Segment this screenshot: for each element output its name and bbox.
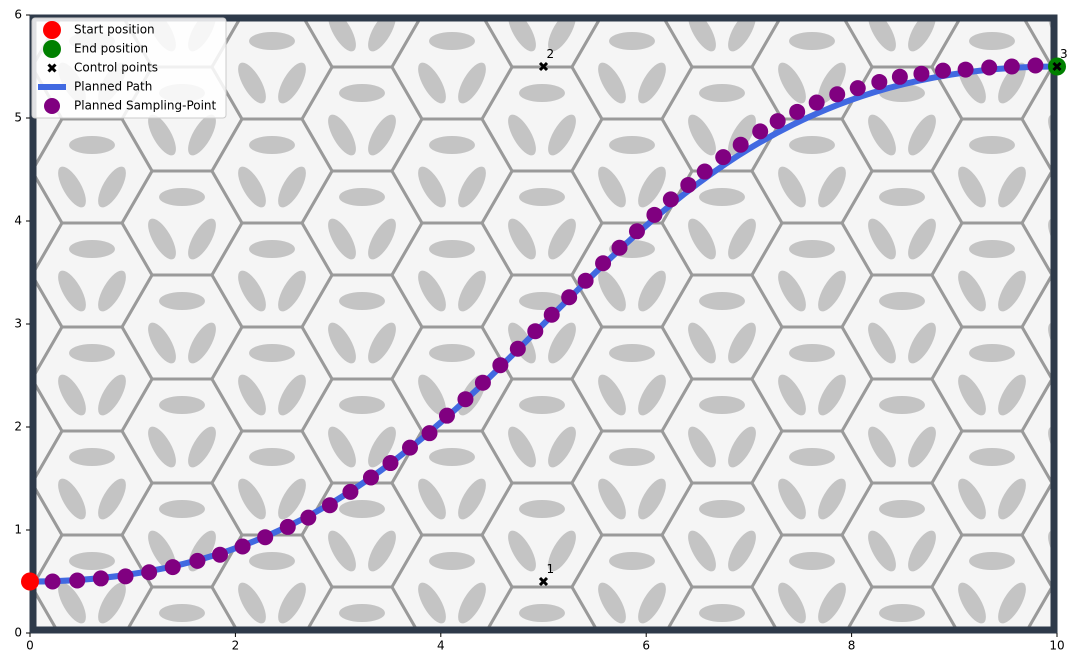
y-tick-label: 1 [14,523,22,537]
sampling-point [892,69,908,85]
sampling-point [118,568,134,584]
sampling-point [212,547,228,563]
sampling-point [829,86,845,102]
y-tick-label: 5 [14,111,22,125]
sampling-point [93,570,109,586]
sampling-point [527,323,543,339]
sampling-point [981,60,997,76]
sampling-point [578,273,594,289]
sampling-point [382,455,398,471]
sampling-point [475,375,491,391]
sampling-point [646,207,662,223]
sampling-point [422,425,438,441]
x-tick-label: 2 [232,639,240,653]
chart: 0 2 4 6 8 10 0 1 2 3 4 5 6 1 2 3 Start position End posit… [0,0,1075,654]
x-tick-label: 10 [1049,639,1064,653]
sampling-point [280,519,296,535]
control-point-label: 1 [547,562,555,576]
legend-label: Planned Sampling-Point [74,99,217,113]
y-tick-label: 6 [14,8,22,22]
sampling-point [958,62,974,78]
sampling-point [809,95,825,111]
sampling-point [697,164,713,180]
x-tick-label: 8 [848,639,856,653]
sampling-point [457,391,473,407]
sampling-point [1004,59,1020,75]
y-tick-label: 4 [14,214,22,228]
sampling-point [752,123,768,139]
sampling-point [770,113,786,129]
legend-label: End position [74,42,148,56]
sampling-point [611,240,627,256]
y-tick-label: 2 [14,420,22,434]
sampling-point [715,149,731,165]
sampling-point [913,66,929,82]
sampling-point [733,137,749,153]
legend-marker [44,98,60,114]
sampling-point [363,469,379,485]
sampling-point [595,255,611,271]
legend-label: Planned Path [74,80,152,94]
sampling-point [871,74,887,90]
sampling-point [789,104,805,120]
legend-label: Control points [74,61,158,75]
start-marker [21,573,39,591]
legend-marker [43,21,61,39]
sampling-point [439,408,455,424]
sampling-point [235,538,251,554]
sampling-point [492,357,508,373]
sampling-point [141,564,157,580]
y-tick-label: 3 [14,317,22,331]
sampling-point [189,553,205,569]
x-tick-label: 0 [26,639,34,653]
sampling-point [935,63,951,79]
sampling-point [629,223,645,239]
legend-label: Start position [74,23,155,37]
sampling-point [544,307,560,323]
sampling-point [402,440,418,456]
legend-marker [43,40,61,58]
sampling-point [300,510,316,526]
sampling-point [561,289,577,305]
sampling-point [69,572,85,588]
control-point-label: 3 [1060,47,1068,61]
sampling-point [165,559,181,575]
sampling-point [322,497,338,513]
sampling-point [1027,57,1043,73]
sampling-point [680,177,696,193]
sampling-point [510,341,526,357]
x-tick-label: 6 [642,639,650,653]
y-tick-label: 0 [14,626,22,640]
control-point-label: 2 [547,47,555,61]
sampling-point [342,484,358,500]
sampling-point [663,191,679,207]
sampling-point [45,574,61,590]
sampling-point [850,80,866,96]
x-tick-label: 4 [437,639,445,653]
sampling-point [257,529,273,545]
